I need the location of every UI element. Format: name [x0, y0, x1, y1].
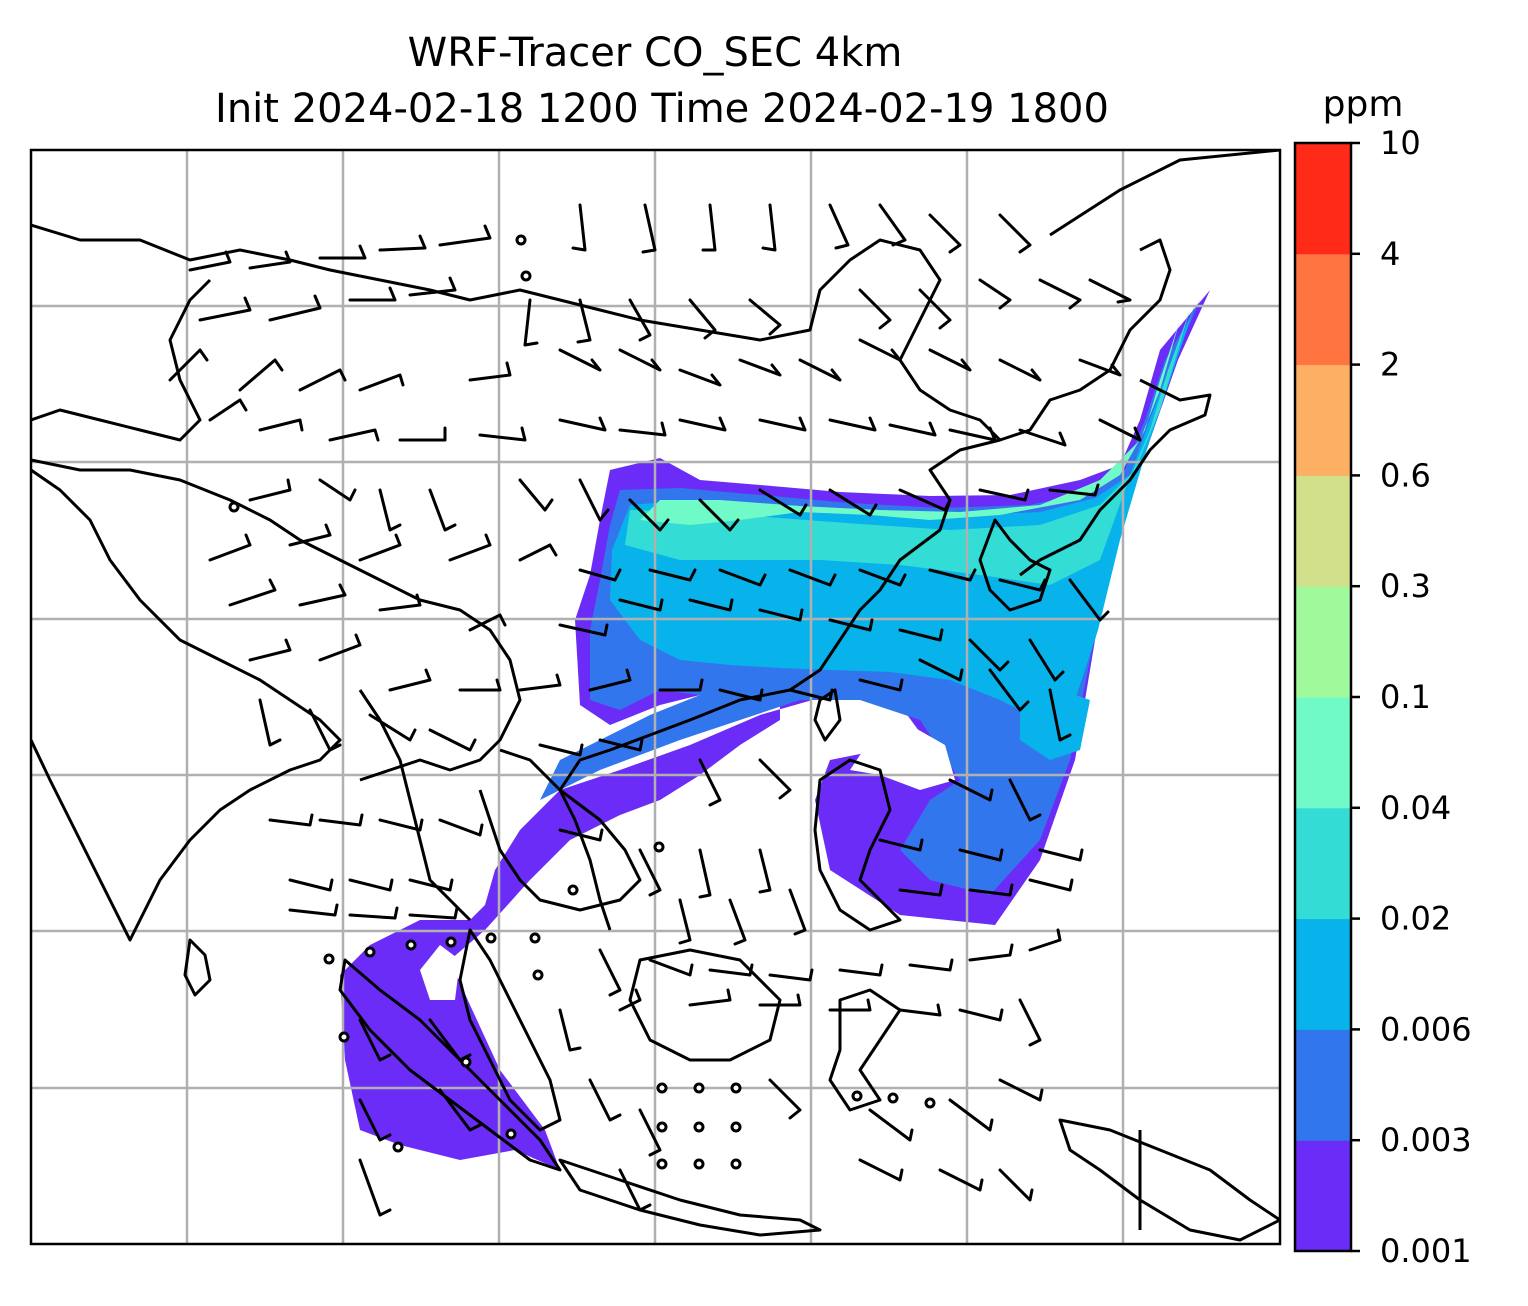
barb-row-14	[358, 1078, 1044, 1157]
barb-row-1	[188, 203, 1032, 272]
border-kazakh	[31, 278, 212, 442]
barb-row-7	[228, 578, 1065, 682]
colorbar-swatch	[1295, 253, 1351, 366]
map-subtitle: Init 2024-02-18 1200 Time 2024-02-19 180…	[215, 86, 1109, 132]
coast-malay	[458, 928, 562, 1132]
colorbar-swatch	[1295, 475, 1351, 587]
coast-philippines	[813, 758, 902, 932]
barb-row-5	[248, 478, 1100, 532]
barb-row-11	[288, 878, 1074, 946]
barb-row-10	[268, 813, 1084, 899]
barb-row-4	[208, 398, 1142, 447]
coast-java	[558, 1158, 822, 1237]
colorbar-tick-label: 4	[1380, 235, 1400, 273]
border-myanmar	[358, 689, 472, 922]
colorbar-swatch	[1295, 143, 1351, 255]
map-title: WRF-Tracer CO_SEC 4km	[408, 30, 903, 76]
colorbar-swatch	[1295, 918, 1351, 1030]
coast-srilanka	[183, 938, 212, 997]
colorbar-swatch	[1295, 586, 1351, 698]
colorbar-swatch	[1295, 1029, 1351, 1141]
colorbar-tick-label: 0.006	[1380, 1010, 1472, 1048]
coast-china-east	[558, 238, 1172, 931]
coast-indochina	[478, 748, 642, 912]
barb-row-6	[208, 523, 1110, 622]
colorbar-ticks: 0.001 0.003 0.006 0.02 0.04 0.1 0.3 0.6 2 4 10	[1351, 124, 1472, 1270]
coast-japan	[1019, 150, 1280, 577]
barb-row-3	[168, 338, 1122, 392]
coast-sulawesi	[828, 988, 902, 1112]
border-china-south	[31, 458, 522, 782]
barb-row-13	[358, 988, 1042, 1062]
barb-row-12	[288, 903, 1062, 997]
plume-east-006	[1020, 690, 1090, 760]
plume-north-02	[625, 310, 1190, 585]
colorbar-tick-label: 0.3	[1380, 567, 1431, 605]
map-frame	[29, 148, 1282, 1246]
colorbar-swatch	[1295, 807, 1351, 920]
colorbar-tick-label: 0.04	[1380, 789, 1451, 827]
wind-barbs	[168, 203, 1142, 1217]
concentration-field	[340, 290, 1210, 1170]
barb-row-2	[198, 276, 1132, 347]
coast-korea	[978, 518, 1052, 612]
plume-north-04	[640, 320, 1180, 525]
coast-sumatra	[338, 958, 562, 1172]
barb-row-9	[258, 698, 1042, 822]
coast-borneo	[628, 948, 782, 1062]
colorbar-tick-label: 0.1	[1380, 678, 1431, 716]
calm-markers	[228, 234, 936, 1170]
colorbar-tick-label: 10	[1380, 124, 1421, 162]
colorbar: 0.001 0.003 0.006 0.02 0.04 0.1 0.3 0.6 2 4 10 ppm	[1293, 84, 1472, 1270]
plume-north-006	[610, 305, 1195, 720]
colorbar-tick-label: 0.6	[1380, 456, 1431, 494]
plume-south-hole	[420, 945, 460, 1000]
colorbar-swatch	[1295, 364, 1351, 476]
colorbar-tick-label: 0.001	[1380, 1232, 1472, 1270]
colorbar-swatch	[1295, 697, 1351, 809]
map-area	[31, 150, 1280, 1244]
colorbar-tick-label: 0.02	[1380, 900, 1451, 938]
gridlines	[31, 150, 1280, 1244]
colorbar-swatch	[1295, 1140, 1351, 1252]
colorbar-swatches	[1295, 143, 1351, 1252]
coast-newguinea	[1058, 1118, 1280, 1242]
border-mongolia	[31, 223, 1002, 442]
barb-row-8	[248, 633, 1072, 742]
coastlines	[31, 150, 1280, 1242]
coast-india	[31, 468, 342, 942]
colorbar-tick-label: 0.003	[1380, 1121, 1472, 1159]
colorbar-tick-label: 2	[1380, 346, 1400, 384]
colorbar-unit-label: ppm	[1323, 84, 1404, 125]
barb-row-15	[358, 1158, 1034, 1217]
